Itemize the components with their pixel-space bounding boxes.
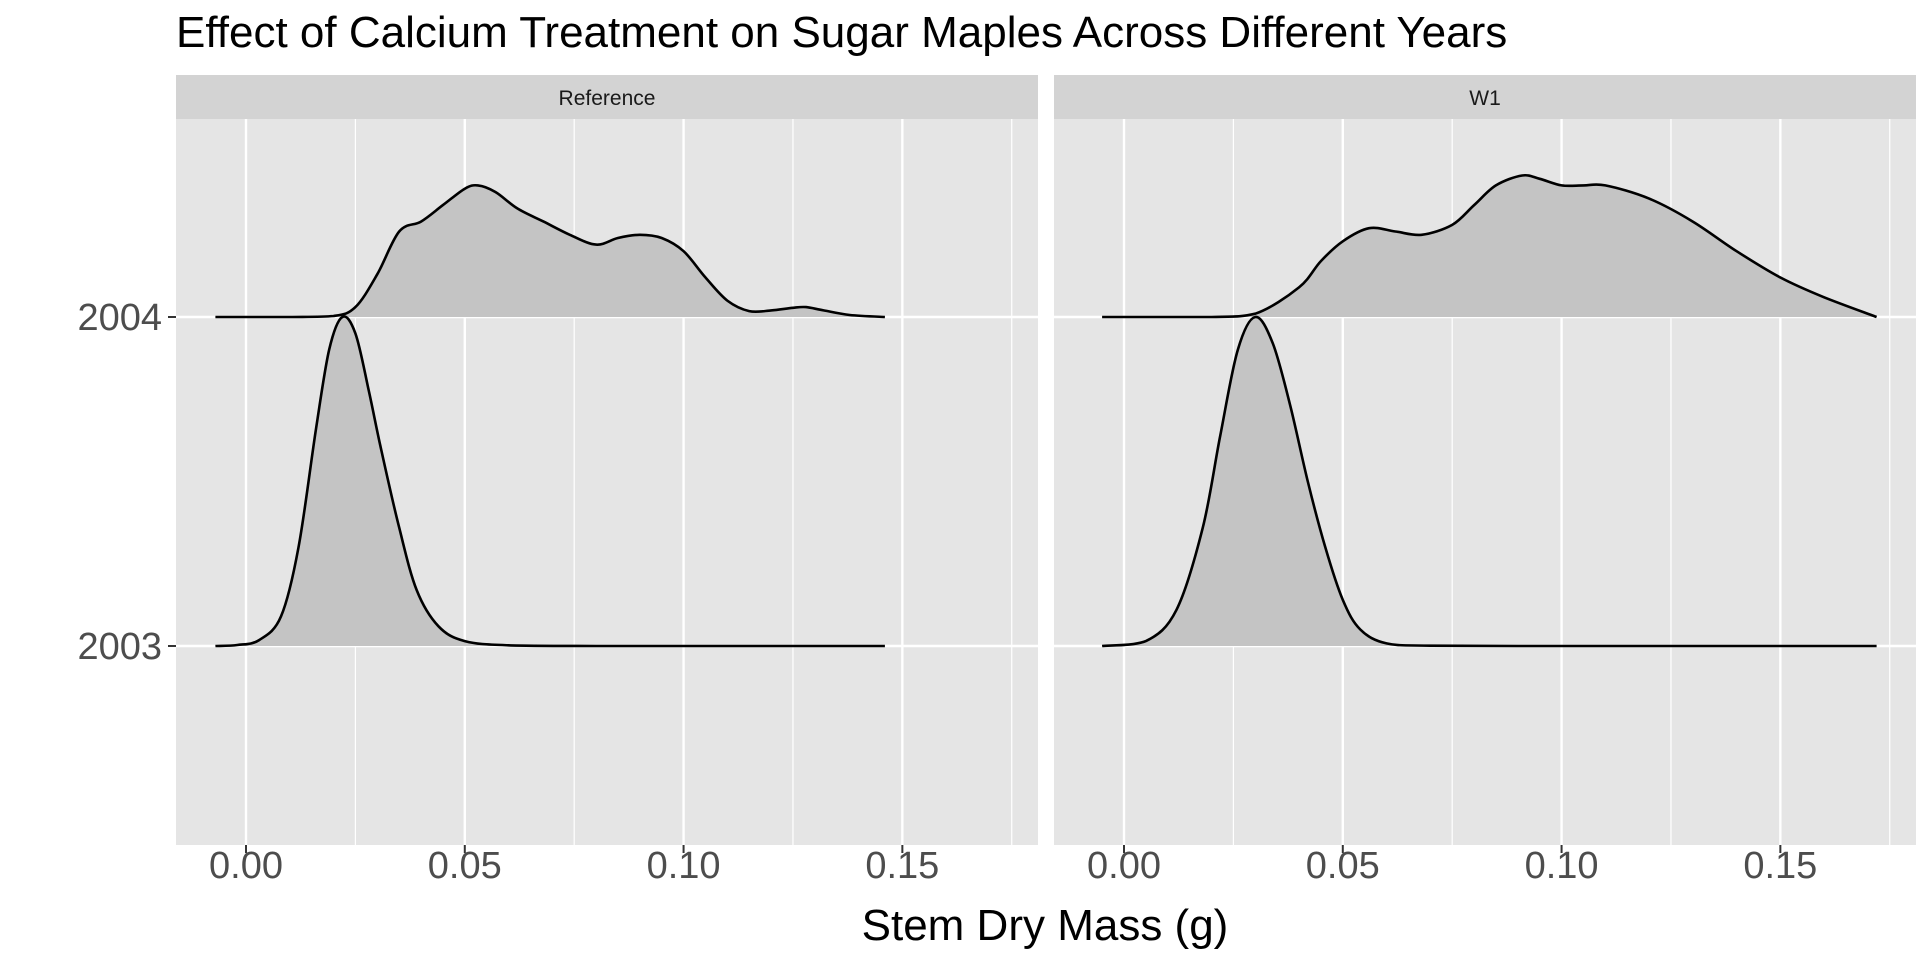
x-tick-label: 0.10 [1525,845,1599,887]
x-tick-label: 0.05 [1306,845,1380,887]
chart-title: Effect of Calcium Treatment on Sugar Map… [176,8,1507,57]
density-line-w1-2003 [1101,315,1877,648]
x-tick-label: 0.00 [1087,845,1161,887]
facet-strip-label: Reference [559,87,656,110]
x-tick-label: 0.00 [209,845,283,887]
density-line-w1-2004 [1102,173,1878,319]
y-axis: 2003 2004 [77,297,176,668]
density-area-w1-2004 [1102,175,1877,317]
facet-strip [1054,75,1916,119]
x-tick-label: 0.15 [865,845,939,887]
x-axis-title: Stem Dry Mass (g) [862,901,1229,950]
y-tick-label-2004: 2004 [77,297,162,339]
facet-strip [176,75,1038,119]
y-tick-label-2003: 2003 [77,626,162,668]
panel-background [176,119,1038,845]
facet-strip-label: W1 [1469,87,1501,110]
facet-panel-reference: Reference 0.00 0.05 0.10 0.15 [176,75,1038,887]
x-tick-label: 0.10 [647,845,721,887]
density-area-reference-2003 [215,316,885,646]
x-tick-label: 0.05 [428,845,502,887]
density-area-reference-2004 [215,185,885,317]
density-area-w1-2003 [1102,316,1877,646]
density-line-reference-2003 [215,315,885,648]
facet-panels: Reference 0.00 0.05 0.10 0.15 W1 0.00 0.05 0.10 0… [176,75,1916,887]
facet-panel-w1: W1 0.00 0.05 0.10 0.15 [1054,75,1916,887]
density-line-reference-2004 [215,183,885,319]
x-tick-label: 0.15 [1743,845,1817,887]
